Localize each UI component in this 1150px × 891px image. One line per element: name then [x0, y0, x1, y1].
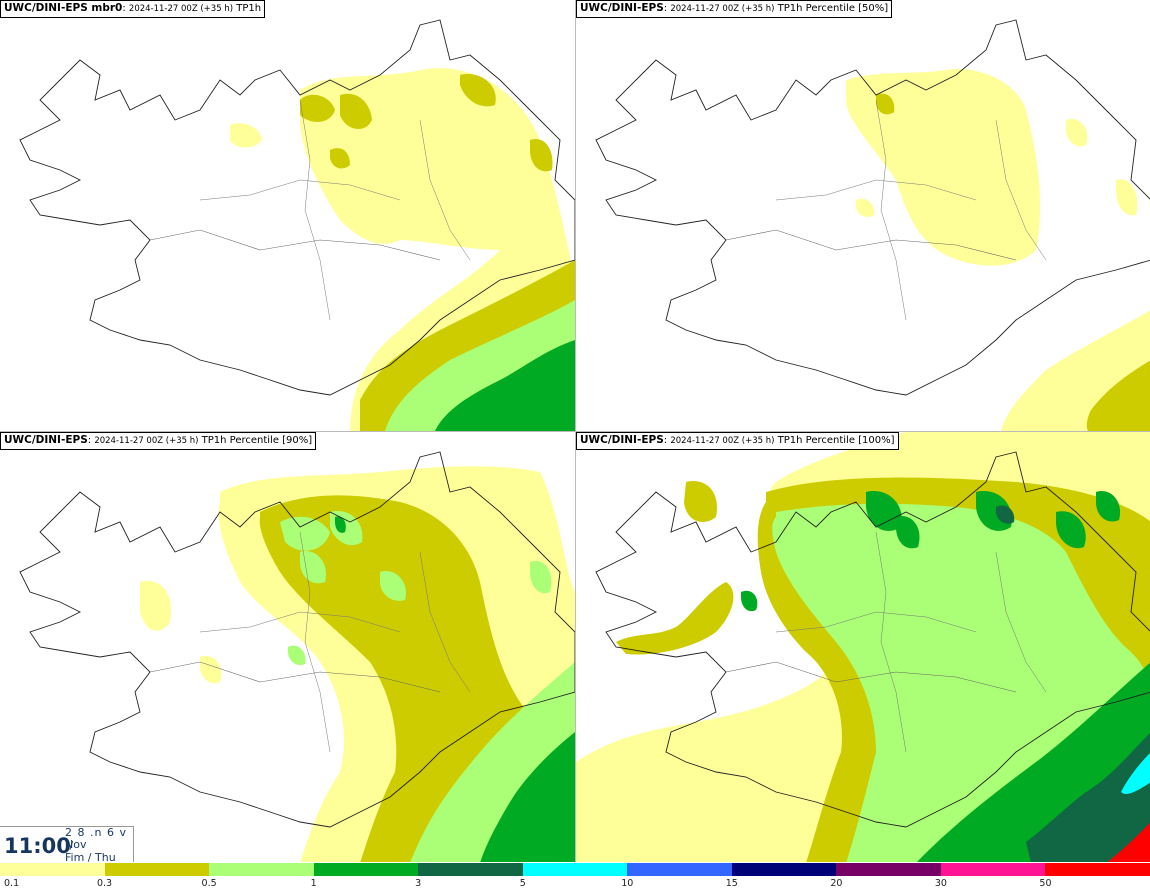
colorbar-label: 0.1	[4, 878, 20, 889]
colorbar-label: 1	[310, 878, 317, 889]
colorbar-swatch	[313, 863, 420, 876]
panel-divider-horizontal	[0, 431, 1150, 432]
clock-date-line: 2 8 .n 6 v ./	[65, 826, 127, 852]
precip-colorbar: 0.1 0.3 0.5 1 3 5 10 15 20 30 50	[0, 862, 1150, 891]
colorbar-swatch	[209, 863, 315, 876]
precip-field	[576, 432, 1150, 863]
panel-title: UWC/DINI-EPS: 2024-11-27 00Z (+35 h) TP1…	[576, 0, 893, 18]
colorbar-label: 3	[415, 878, 422, 889]
panel-title: UWC/DINI-EPS: 2024-11-27 00Z (+35 h) TP1…	[576, 432, 899, 450]
colorbar-label: 10	[621, 878, 634, 889]
panel-model: UWC/DINI-EPS	[580, 2, 664, 14]
precip-map	[595, 19, 1150, 431]
colorbar-swatch	[418, 863, 524, 876]
clock-time: 11:00	[4, 834, 71, 858]
panel-run: 2024-11-27 00Z (+35 h)	[128, 4, 234, 14]
colorbar-swatch	[836, 863, 942, 876]
map-panel-p90: UWC/DINI-EPS: 2024-11-27 00Z (+35 h) TP1…	[0, 432, 575, 863]
precip-field	[230, 68, 575, 431]
colorbar-label: 30	[934, 878, 947, 889]
precip-map	[19, 19, 575, 431]
precip-field	[846, 69, 1150, 431]
panel-param: TP1h Percentile [50%]	[777, 3, 889, 14]
iceland-coastline	[19, 451, 575, 828]
clock-weekday: Fim / Thu	[65, 851, 116, 864]
precip-map	[19, 451, 575, 863]
colorbar-label: 50	[1039, 878, 1052, 889]
panel-title: UWC/DINI-EPS mbr0: 2024-11-27 00Z (+35 h…	[0, 0, 266, 18]
colorbar-swatch	[104, 863, 211, 876]
panel-run: 2024-11-27 00Z (+35 h)	[94, 436, 199, 446]
colorbar-swatch	[940, 863, 1047, 876]
colorbar-swatch	[522, 863, 629, 876]
panel-param: TP1h Percentile [100%]	[777, 435, 895, 446]
iceland-coastline	[595, 19, 1150, 396]
colorbar-swatch	[1045, 863, 1150, 876]
colorbar-swatch	[0, 863, 106, 876]
colorbar-label: 5	[519, 878, 526, 889]
panel-model: UWC/DINI-EPS	[580, 434, 664, 446]
clock-month: Nov	[65, 838, 87, 851]
colorbar-swatch	[627, 863, 733, 876]
colorbar-label: 15	[725, 878, 738, 889]
panel-title: UWC/DINI-EPS: 2024-11-27 00Z (+35 h) TP1…	[0, 432, 317, 450]
panel-model: UWC/DINI-EPS	[4, 434, 88, 446]
iceland-coastline	[595, 451, 1150, 828]
precip-field	[140, 466, 575, 863]
colorbar-label: 20	[830, 878, 843, 889]
map-panel-mbr0: UWC/DINI-EPS mbr0: 2024-11-27 00Z (+35 h…	[0, 0, 575, 431]
valid-time-clock: 11:00 2 8 .n 6 v ./ Nov Fim / Thu	[0, 826, 134, 864]
map-panel-p100: UWC/DINI-EPS: 2024-11-27 00Z (+35 h) TP1…	[576, 432, 1150, 863]
panel-param: TP1h Percentile [90%]	[201, 435, 313, 446]
colorbar-swatch	[731, 863, 838, 876]
iceland-coastline	[19, 19, 575, 396]
map-panel-p50: UWC/DINI-EPS: 2024-11-27 00Z (+35 h) TP1…	[576, 0, 1150, 431]
panel-run: 2024-11-27 00Z (+35 h)	[670, 436, 775, 446]
panel-param: TP1h	[236, 3, 262, 14]
colorbar-label: 0.5	[201, 878, 217, 889]
panel-model: UWC/DINI-EPS mbr0	[4, 2, 123, 14]
precip-map	[576, 432, 1150, 863]
colorbar-label: 0.3	[96, 878, 113, 889]
panel-run: 2024-11-27 00Z (+35 h)	[670, 4, 775, 14]
